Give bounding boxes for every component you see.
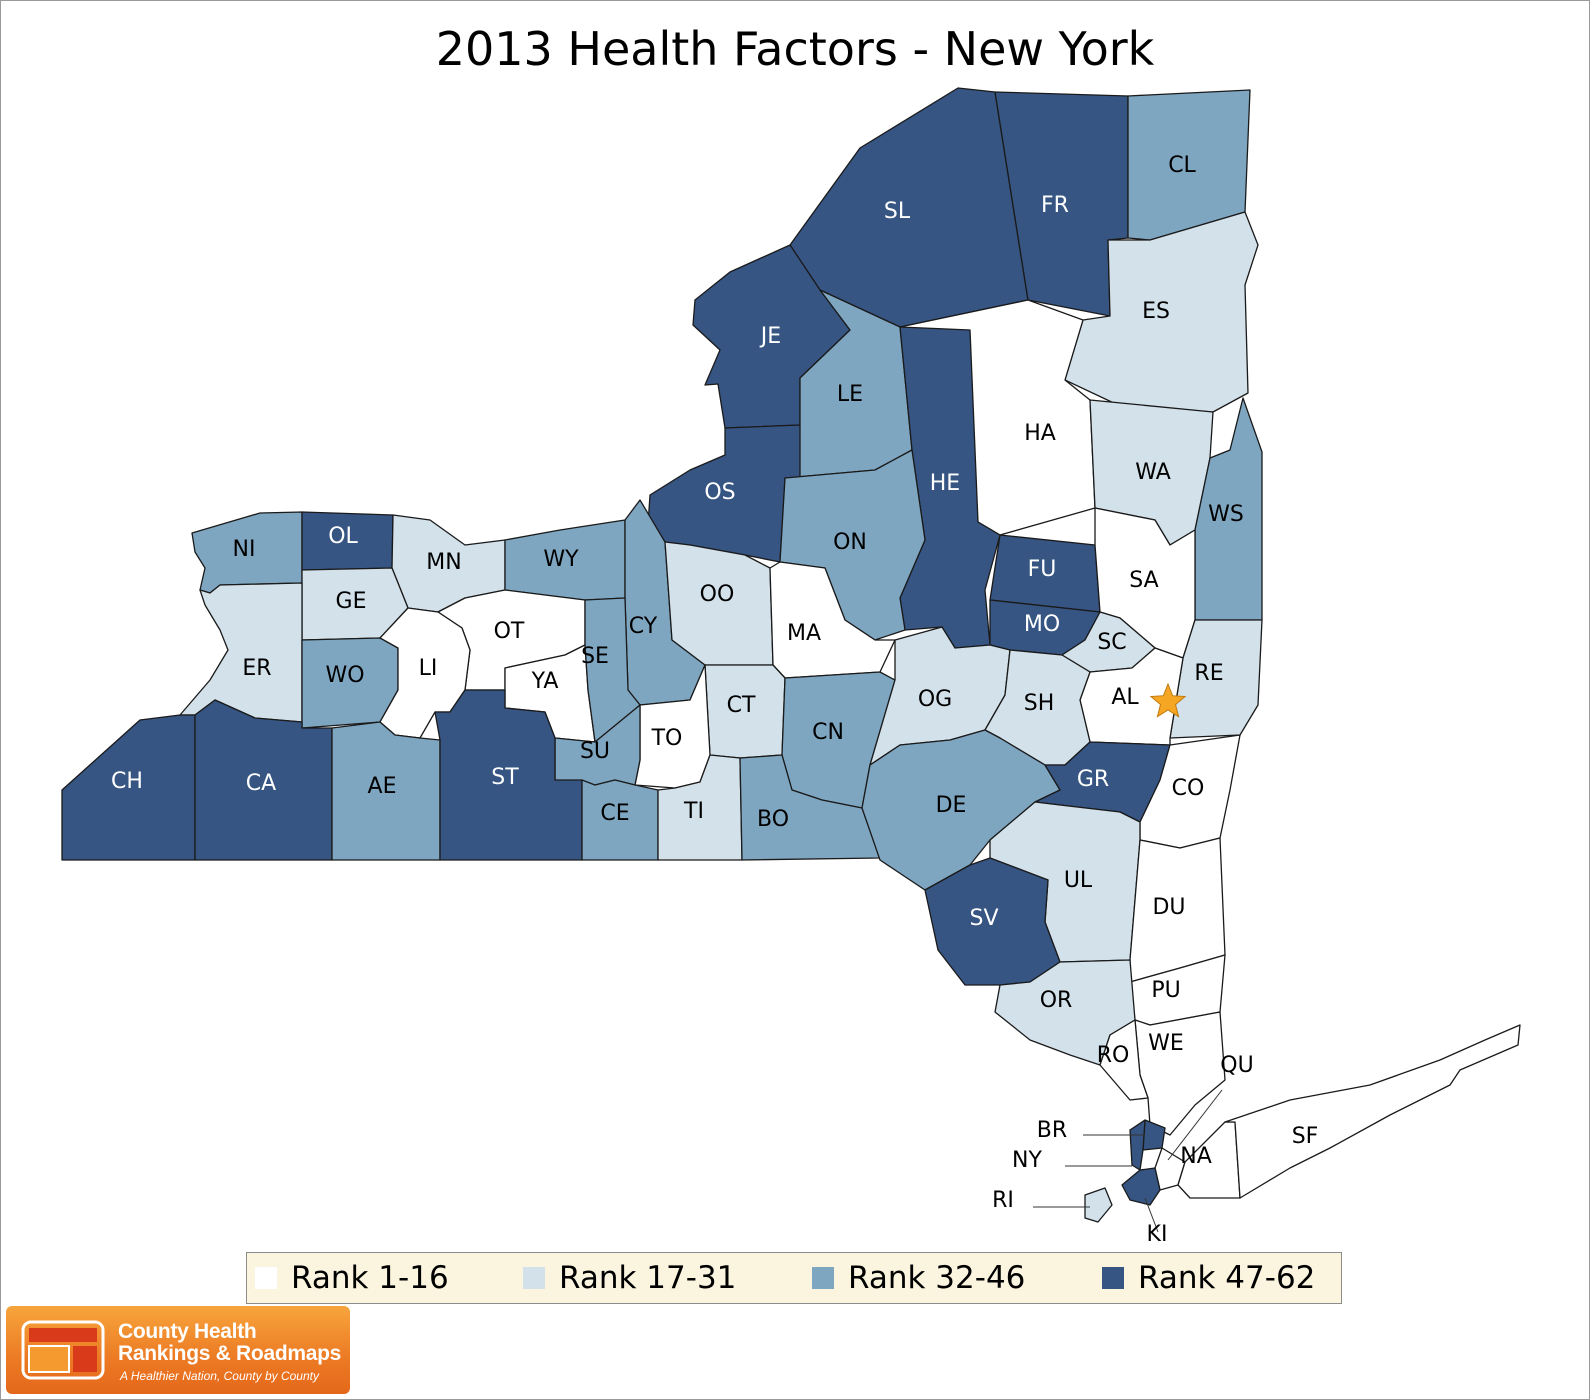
county-label-qu: QU xyxy=(1220,1053,1253,1078)
county-label-sc: SC xyxy=(1097,630,1126,655)
county-label-ul: UL xyxy=(1064,868,1093,893)
logo-line-2: Rankings & Roadmaps xyxy=(118,1342,342,1365)
new-york-county-map: SL FR CL JE LE ES HA HE WA WS OS ON FU SA MO SC RE AL NI OL… xyxy=(61,87,1521,1247)
county-label-he: HE xyxy=(930,471,960,496)
county-ca xyxy=(194,699,333,861)
county-label-sv: SV xyxy=(969,906,998,931)
county-label-mn: MN xyxy=(426,550,461,575)
county-label-we: WE xyxy=(1148,1031,1184,1056)
county-label-li: LI xyxy=(419,656,438,681)
county-label-sf: SF xyxy=(1292,1124,1319,1149)
county-label-du: DU xyxy=(1152,895,1185,920)
county-label-wy: WY xyxy=(543,547,579,572)
county-li xyxy=(379,607,471,739)
county-label-to: TO xyxy=(651,726,683,751)
county-label-pu: PU xyxy=(1151,978,1180,1003)
county-label-os: OS xyxy=(704,480,735,505)
county-label-bo: BO xyxy=(757,807,789,832)
county-label-fu: FU xyxy=(1028,557,1057,582)
map-title: 2013 Health Factors - New York xyxy=(435,22,1155,76)
county-label-on: ON xyxy=(833,530,867,555)
county-label-ce: CE xyxy=(600,801,629,826)
county-label-ol: OL xyxy=(328,524,358,549)
county-ro xyxy=(1099,1019,1149,1101)
legend-label: Rank 47-62 xyxy=(1138,1260,1316,1296)
legend-swatch xyxy=(255,1267,277,1289)
county-label-or: OR xyxy=(1040,988,1073,1013)
county-label-ya: YA xyxy=(531,669,559,694)
county-label-ro: RO xyxy=(1097,1043,1130,1068)
county-ti xyxy=(657,754,743,861)
county-bo xyxy=(739,754,881,861)
county-label-oo: OO xyxy=(700,582,735,607)
county-ki xyxy=(1121,1167,1161,1206)
county-label-cn: CN xyxy=(812,720,844,745)
county-label-sh: SH xyxy=(1024,691,1055,716)
county-label-ot: OT xyxy=(494,619,525,644)
county-ae xyxy=(331,721,441,861)
legend-item: Rank 47-62 xyxy=(1102,1253,1315,1303)
county-label-ha: HA xyxy=(1024,421,1056,446)
leader-line-ki xyxy=(1144,1197,1159,1233)
logo-line-1: County Health xyxy=(118,1320,257,1343)
county-label-ca: CA xyxy=(246,771,276,796)
county-label-er: ER xyxy=(242,656,271,681)
county-sf xyxy=(1224,1024,1521,1199)
county-label-st: ST xyxy=(491,765,519,790)
star-icon xyxy=(1149,682,1187,718)
county-label-wo: WO xyxy=(325,663,364,688)
county-qu xyxy=(1154,1147,1186,1191)
legend-swatch xyxy=(812,1267,834,1289)
county-label-cl: CL xyxy=(1168,153,1196,178)
legend-label: Rank 17-31 xyxy=(559,1260,737,1296)
county-ce xyxy=(581,779,659,861)
county-label-ct: CT xyxy=(727,693,756,718)
county-ri xyxy=(1084,1187,1113,1223)
county-label-al: AL xyxy=(1111,685,1139,710)
legend: Rank 1-16 Rank 17-31 Rank 32-46 Rank 47-62 xyxy=(246,1252,1342,1304)
legend-item: Rank 32-46 xyxy=(812,1253,1025,1303)
county-label-ny: NY xyxy=(1012,1148,1042,1173)
county-label-br: BR xyxy=(1037,1118,1067,1143)
county-ny xyxy=(1129,1119,1146,1171)
county-label-ri: RI xyxy=(992,1188,1014,1213)
legend-label: Rank 32-46 xyxy=(848,1260,1026,1296)
county-health-rankings-logo: County Health Rankings & Roadmaps A Heal… xyxy=(6,1306,350,1394)
county-label-de: DE xyxy=(936,793,967,818)
county-er xyxy=(179,582,303,723)
county-label-na: NA xyxy=(1180,1144,1212,1169)
county-label-ch: CH xyxy=(111,769,143,794)
county-label-co: CO xyxy=(1172,776,1205,801)
legend-swatch xyxy=(523,1267,545,1289)
county-label-ma: MA xyxy=(787,621,821,646)
legend-item: Rank 1-16 xyxy=(255,1253,449,1303)
county-label-le: LE xyxy=(837,382,863,407)
county-label-ws: WS xyxy=(1208,502,1244,527)
county-label-ae: AE xyxy=(368,774,397,799)
legend-item: Rank 17-31 xyxy=(523,1253,736,1303)
county-label-je: JE xyxy=(759,324,781,349)
county-label-ge: GE xyxy=(336,589,367,614)
legend-label: Rank 1-16 xyxy=(291,1260,449,1296)
leader-line-qu xyxy=(1167,1089,1223,1161)
county-label-es: ES xyxy=(1142,299,1170,324)
logo-tagline: A Healthier Nation, County by County xyxy=(120,1369,319,1383)
county-label-re: RE xyxy=(1194,661,1223,686)
county-label-sl: SL xyxy=(884,199,911,224)
county-label-ti: TI xyxy=(683,799,704,824)
county-label-gr: GR xyxy=(1077,767,1109,792)
county-label-cy: CY xyxy=(629,614,658,639)
county-label-sa: SA xyxy=(1129,568,1158,593)
county-label-se: SE xyxy=(581,644,609,669)
county-label-og: OG xyxy=(918,687,952,712)
county-label-fr: FR xyxy=(1041,193,1069,218)
county-label-wa: WA xyxy=(1135,460,1171,485)
county-label-ni: NI xyxy=(233,537,256,562)
county-label-ki: KI xyxy=(1147,1222,1168,1247)
county-label-su: SU xyxy=(580,739,610,764)
legend-swatch xyxy=(1102,1267,1124,1289)
county-label-mo: MO xyxy=(1024,612,1060,637)
logo-mark-icon xyxy=(21,1320,105,1380)
